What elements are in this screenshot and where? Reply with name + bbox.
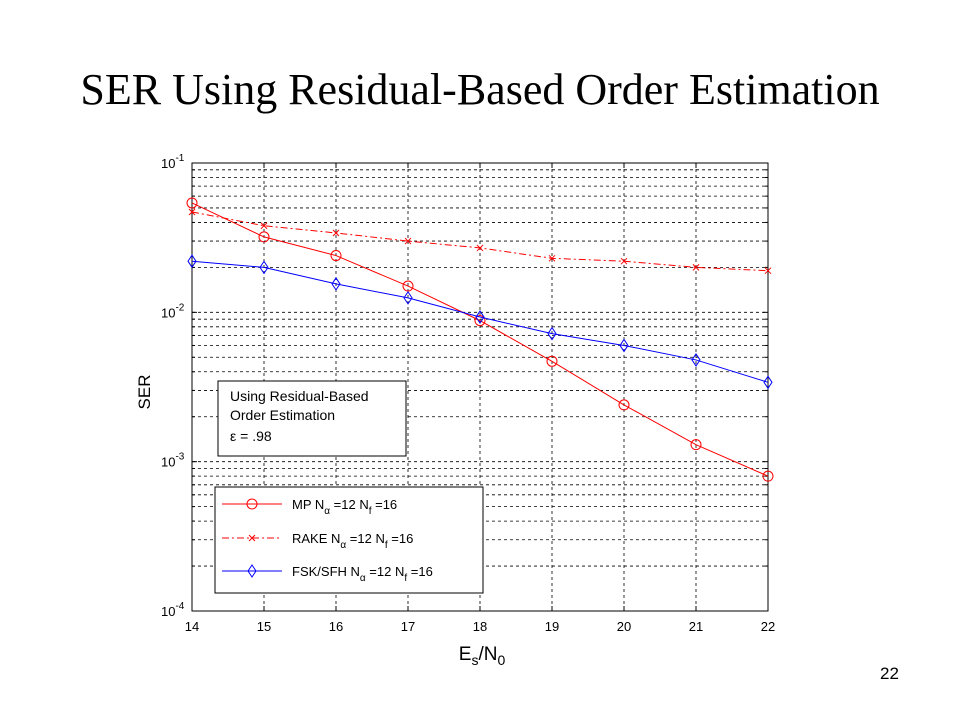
data-point bbox=[403, 290, 413, 305]
slide-title: SER Using Residual-Based Order Estimatio… bbox=[80, 65, 880, 114]
y-tick-label: 10-2 bbox=[161, 302, 185, 320]
data-point bbox=[618, 399, 630, 411]
data-point bbox=[331, 277, 341, 291]
x-tick-label: 20 bbox=[617, 619, 631, 634]
data-point bbox=[763, 375, 773, 390]
legend-label: MP Nα =12 Nf =16 bbox=[292, 497, 397, 517]
data-point bbox=[764, 267, 772, 275]
x-tick-label: 22 bbox=[761, 619, 775, 634]
data-point bbox=[692, 264, 700, 271]
y-axis-label: SER bbox=[135, 375, 154, 410]
data-point bbox=[187, 254, 197, 269]
series-rake bbox=[188, 208, 772, 275]
data-point bbox=[258, 231, 270, 243]
data-point bbox=[188, 208, 196, 216]
data-point bbox=[186, 197, 198, 209]
x-tick-label: 19 bbox=[545, 619, 559, 634]
data-point bbox=[691, 353, 701, 367]
annotation-line-3: ε = .98 bbox=[230, 428, 272, 444]
data-point bbox=[548, 254, 556, 262]
x-axis-label: Es/N0 bbox=[459, 644, 506, 668]
series-line bbox=[191, 260, 769, 383]
data-point bbox=[474, 315, 486, 327]
data-point bbox=[330, 250, 342, 262]
data-point bbox=[690, 439, 702, 451]
data-point bbox=[260, 222, 268, 230]
data-point bbox=[620, 257, 628, 265]
annotation-box: Using Residual-Based Order Estimation ε … bbox=[217, 380, 407, 457]
legend-entry: MP Nα =12 Nf =16 bbox=[222, 497, 397, 517]
legend-label: RAKE Nα =12 Nf =16 bbox=[292, 531, 413, 551]
legend-entry: FSK/SFH Nα =12 Nf =16 bbox=[222, 564, 433, 584]
y-tick-label: 10-1 bbox=[161, 153, 185, 171]
epsilon-value: = .98 bbox=[236, 428, 272, 444]
annotation-line-2: Order Estimation bbox=[230, 407, 335, 423]
series-layer bbox=[186, 197, 774, 482]
legend-label: FSK/SFH Nα =12 Nf =16 bbox=[292, 564, 433, 584]
x-label-mid: /N bbox=[478, 644, 497, 665]
epsilon-symbol: ε bbox=[230, 428, 236, 444]
tick-layer: 14 15 16 17 18 19 20 21 22 10-1 10-2 10-3 10-4 bbox=[161, 153, 775, 634]
x-tick-label: 16 bbox=[329, 619, 343, 634]
data-point bbox=[762, 470, 774, 482]
data-point bbox=[476, 244, 484, 252]
x-tick-label: 15 bbox=[257, 619, 271, 634]
x-tick-label: 18 bbox=[473, 619, 487, 634]
legend: MP Nα =12 Nf =16 RAKE Nα =12 Nf =16 FSK/SF… bbox=[214, 486, 484, 594]
data-point bbox=[475, 310, 485, 324]
x-tick-label: 17 bbox=[401, 619, 415, 634]
data-point bbox=[619, 338, 629, 353]
data-point bbox=[547, 326, 557, 341]
data-point bbox=[404, 237, 412, 245]
data-point bbox=[259, 260, 269, 275]
legend-entry: RAKE Nα =12 Nf =16 bbox=[222, 531, 413, 551]
series-line bbox=[191, 202, 769, 477]
series-fsk-sfh bbox=[187, 254, 773, 390]
x-tick-label: 14 bbox=[185, 619, 199, 634]
y-tick-label: 10-4 bbox=[161, 601, 185, 619]
data-point bbox=[546, 355, 558, 367]
x-label-main: E bbox=[459, 644, 472, 665]
annotation-line-1: Using Residual-Based bbox=[230, 388, 369, 404]
data-point bbox=[246, 498, 258, 510]
x-tick-label: 21 bbox=[689, 619, 703, 634]
x-label-sub1: s bbox=[471, 652, 478, 668]
data-point bbox=[248, 534, 256, 542]
y-tick-label: 10-3 bbox=[161, 452, 185, 470]
x-label-sub2: 0 bbox=[497, 652, 505, 668]
data-point bbox=[332, 229, 340, 237]
slide-number: 22 bbox=[880, 664, 899, 683]
data-point bbox=[247, 564, 257, 578]
